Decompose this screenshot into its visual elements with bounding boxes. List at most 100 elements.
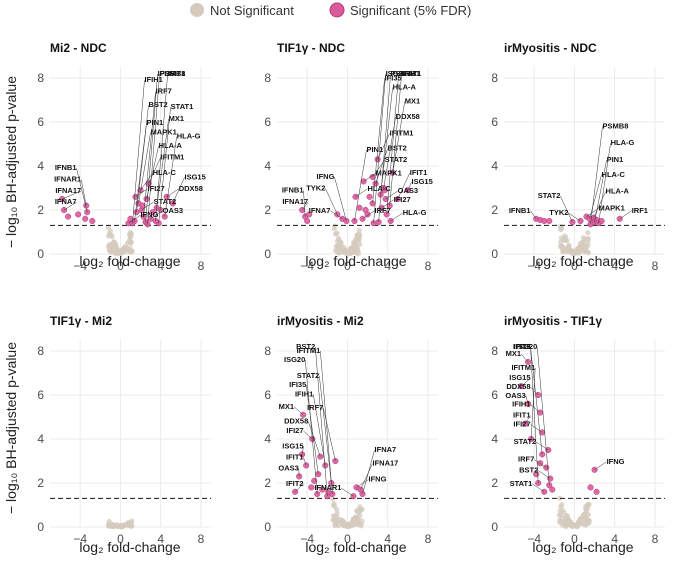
- gene-label: HLA-A: [159, 141, 183, 150]
- ns-point: [557, 495, 563, 501]
- ns-point: [573, 522, 579, 528]
- ns-point: [582, 511, 588, 517]
- ns-point: [566, 243, 572, 249]
- ns-point: [342, 249, 348, 255]
- gene-label: IFNAR1: [314, 483, 341, 492]
- ns-point: [346, 250, 352, 256]
- panel-title: Mi2 - NDC: [50, 41, 107, 55]
- gene-label: IFITM1: [390, 128, 414, 137]
- gene-label: STAT2: [297, 371, 320, 380]
- gene-label: BST2: [519, 466, 538, 475]
- label-leader-line: [536, 441, 549, 451]
- y-tick-label: 4: [491, 159, 498, 173]
- gene-label: OAS3: [163, 206, 183, 215]
- y-tick-label: 0: [491, 520, 498, 534]
- x-tick-label: 8: [198, 532, 205, 546]
- gene-label: PIN1: [366, 145, 383, 154]
- gene-label: IRF7: [375, 206, 391, 215]
- ns-point: [582, 521, 588, 527]
- y-tick-label: 8: [264, 71, 271, 85]
- gene-label: IFIT1: [286, 452, 304, 461]
- gene-label: IFI27: [286, 426, 303, 435]
- gene-label: HLA-C: [367, 184, 391, 193]
- ns-point: [333, 515, 339, 521]
- ns-point: [347, 521, 353, 527]
- ns-point: [354, 238, 360, 244]
- label-leader-line: [373, 73, 386, 224]
- ns-point: [118, 522, 124, 528]
- gene-label: STAT1: [399, 69, 422, 78]
- sig-point: [75, 211, 82, 218]
- gene-label: IFIH1: [402, 69, 420, 78]
- x-axis-title-1: log₂ fold-change: [79, 253, 180, 269]
- gene-label: BST2: [296, 342, 315, 351]
- label-leader-line: [164, 136, 177, 217]
- sig-point: [543, 464, 550, 471]
- ns-point: [337, 518, 343, 524]
- y-tick-label: 2: [264, 476, 271, 490]
- legend-ns-label: Not Significant: [210, 3, 294, 18]
- x-tick-label: 4: [384, 532, 391, 546]
- gene-label: MX1: [405, 97, 420, 106]
- gene-label: IFI27: [148, 184, 165, 193]
- sig-point: [546, 217, 553, 225]
- sig-point: [306, 211, 313, 218]
- y-tick-label: 2: [37, 203, 44, 217]
- gene-label: HLA-G: [177, 132, 201, 141]
- gene-label: HLA-C: [602, 170, 626, 179]
- ns-point: [585, 230, 591, 236]
- gene-label: DDX58: [284, 417, 308, 426]
- gene-label: IRF7: [518, 455, 534, 464]
- gene-label: HLA-A: [393, 83, 417, 92]
- label-leader-line: [320, 350, 333, 495]
- ns-point: [560, 520, 566, 526]
- label-leader-line: [356, 479, 369, 488]
- label-leader-line: [590, 126, 603, 225]
- label-leader-line: [538, 470, 551, 479]
- label-leader-line: [148, 157, 161, 184]
- gene-label: IFI35: [289, 380, 306, 389]
- label-leader-line: [341, 487, 354, 497]
- x-tick-label: −4: [527, 532, 541, 546]
- ns-point: [560, 247, 566, 253]
- ns-point: [330, 496, 336, 502]
- gene-label: MX1: [169, 114, 184, 123]
- sig-point: [304, 217, 311, 225]
- gene-label: MX1: [506, 349, 521, 358]
- gene-label: STAT2: [514, 437, 537, 446]
- gene-label: DDX58: [179, 184, 203, 193]
- sig-point: [311, 477, 318, 484]
- y-tick-label: 6: [491, 388, 498, 402]
- gene-label: ISG15: [282, 441, 303, 450]
- gene-label: IFI35: [385, 73, 402, 82]
- ns-point: [577, 245, 583, 251]
- gene-label: IFIT1: [410, 168, 428, 177]
- label-leader-line: [325, 188, 338, 215]
- sig-point: [139, 202, 146, 209]
- gene-label: IRF1: [632, 206, 648, 215]
- gene-label: IFIT2: [286, 479, 304, 488]
- label-leader-line: [147, 73, 160, 225]
- gene-label: IFNG: [368, 474, 386, 483]
- gene-label: IFNA17: [373, 459, 399, 468]
- ns-point: [576, 249, 582, 255]
- y-tick-label: 4: [264, 432, 271, 446]
- x-axis-title-6: log₂ fold-change: [532, 539, 633, 555]
- ns-point: [576, 519, 582, 525]
- y-tick-label: 2: [37, 476, 44, 490]
- x-tick-label: −4: [73, 532, 87, 546]
- y-tick-label: 6: [37, 388, 44, 402]
- gene-label: IFIT1: [513, 411, 531, 420]
- label-leader-line: [362, 449, 375, 495]
- x-tick-label: −4: [300, 532, 314, 546]
- label-leader-line: [315, 346, 328, 497]
- label-leader-line: [61, 190, 82, 200]
- ns-point: [566, 247, 572, 254]
- gene-label: MAPK1: [599, 204, 625, 213]
- gene-label: IFITM1: [297, 346, 321, 355]
- gene-label: STAT2: [385, 155, 408, 164]
- ns-point: [352, 514, 358, 520]
- ns-point: [353, 246, 359, 252]
